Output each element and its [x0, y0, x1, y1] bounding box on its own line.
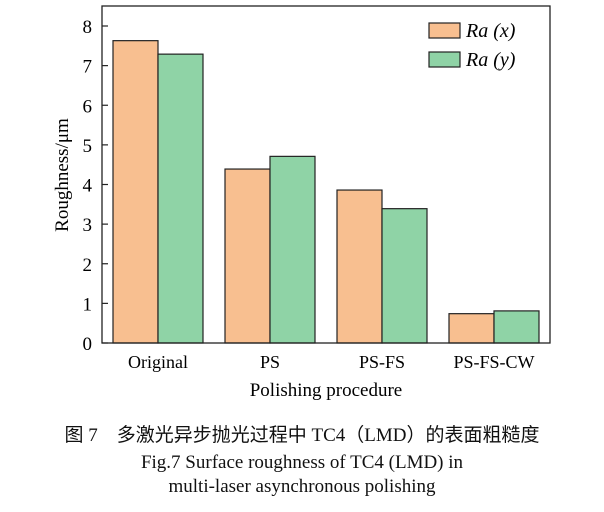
bar-original-ra-x — [112, 40, 159, 344]
y-tick-label: 5 — [83, 136, 93, 157]
legend-label: Ra (y) — [465, 49, 516, 71]
y-tick-label: 1 — [83, 294, 93, 315]
x-tick-label: Original — [128, 352, 188, 372]
caption-chinese: 图 7 多激光异步抛光过程中 TC4（LMD）的表面粗糙度 — [64, 425, 540, 446]
plot-frame — [101, 5, 551, 344]
bar-original-ra-y — [157, 53, 204, 344]
y-tick-label: 0 — [83, 334, 93, 355]
bar-ps-fs-ra-x — [336, 189, 383, 344]
y-tick-label: 8 — [83, 17, 93, 38]
y-tick-label: 4 — [83, 176, 93, 197]
y-tick-label: 7 — [83, 57, 93, 78]
bar-ps-ra-y — [269, 155, 316, 344]
y-tick-label: 6 — [83, 96, 93, 117]
y-tick-label: 2 — [83, 255, 93, 276]
bar-ps-ra-x — [224, 168, 271, 344]
legend-swatch — [428, 51, 461, 68]
x-tick-label: PS-FS — [359, 352, 405, 372]
caption-english-line1: Fig.7 Surface roughness of TC4 (LMD) in — [140, 452, 464, 473]
bar-ps-fs-cw-ra-y — [493, 310, 540, 344]
x-tick-label: PS-FS-CW — [453, 352, 534, 372]
x-tick-label: PS — [260, 352, 280, 372]
caption-english-line2: multi-laser asynchronous polishing — [168, 476, 436, 497]
y-axis-label: Roughness/μm — [52, 118, 73, 232]
x-axis-label: Polishing procedure — [250, 380, 403, 401]
legend-swatch — [428, 22, 461, 39]
bar-chart: Original PS PS-FS PS-FS-CW 0 1 2 3 4 5 6 7 8 Polishin… — [52, 5, 551, 401]
bar-ps-fs-ra-y — [381, 208, 428, 344]
legend-label: Ra (x) — [465, 20, 516, 42]
y-tick-label: 3 — [83, 215, 93, 236]
bar-ps-fs-cw-ra-x — [448, 313, 495, 344]
